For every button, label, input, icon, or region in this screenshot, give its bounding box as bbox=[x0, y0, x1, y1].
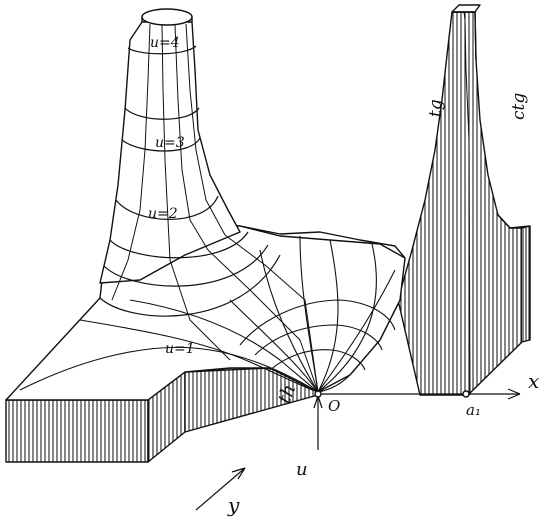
left-front-block bbox=[5, 367, 319, 463]
label-u-axis: u bbox=[296, 459, 308, 480]
y-axis bbox=[195, 467, 246, 511]
left-column bbox=[99, 8, 319, 393]
level-label-u2: u=2 bbox=[148, 206, 178, 222]
label-tg: tg bbox=[426, 99, 446, 117]
a1-point bbox=[462, 390, 470, 398]
label-a1: a₁ bbox=[466, 401, 481, 419]
x-axis-arrow bbox=[507, 388, 521, 400]
level-label-u3: u=3 bbox=[155, 135, 185, 151]
label-origin: O bbox=[328, 397, 340, 415]
origin-point bbox=[314, 390, 322, 398]
left-column-body bbox=[99, 21, 241, 284]
left-block-front-face bbox=[5, 399, 149, 463]
right-spike-cap bbox=[451, 4, 481, 13]
level-label-u4: u=4 bbox=[150, 35, 180, 51]
right-spike-face bbox=[397, 11, 523, 396]
level-label-u1: u=1 bbox=[165, 341, 195, 357]
right-wall bbox=[397, 4, 531, 396]
label-x-axis: x bbox=[528, 369, 539, 393]
left-column-cap bbox=[141, 8, 193, 26]
axes bbox=[195, 388, 521, 511]
label-ctg: ctg bbox=[509, 93, 529, 120]
surface-mesh bbox=[19, 235, 396, 393]
label-y-axis: y bbox=[227, 493, 240, 517]
labels: u=4 u=3 u=2 u=1 tg ctg th O a₁ x u y bbox=[148, 35, 539, 517]
